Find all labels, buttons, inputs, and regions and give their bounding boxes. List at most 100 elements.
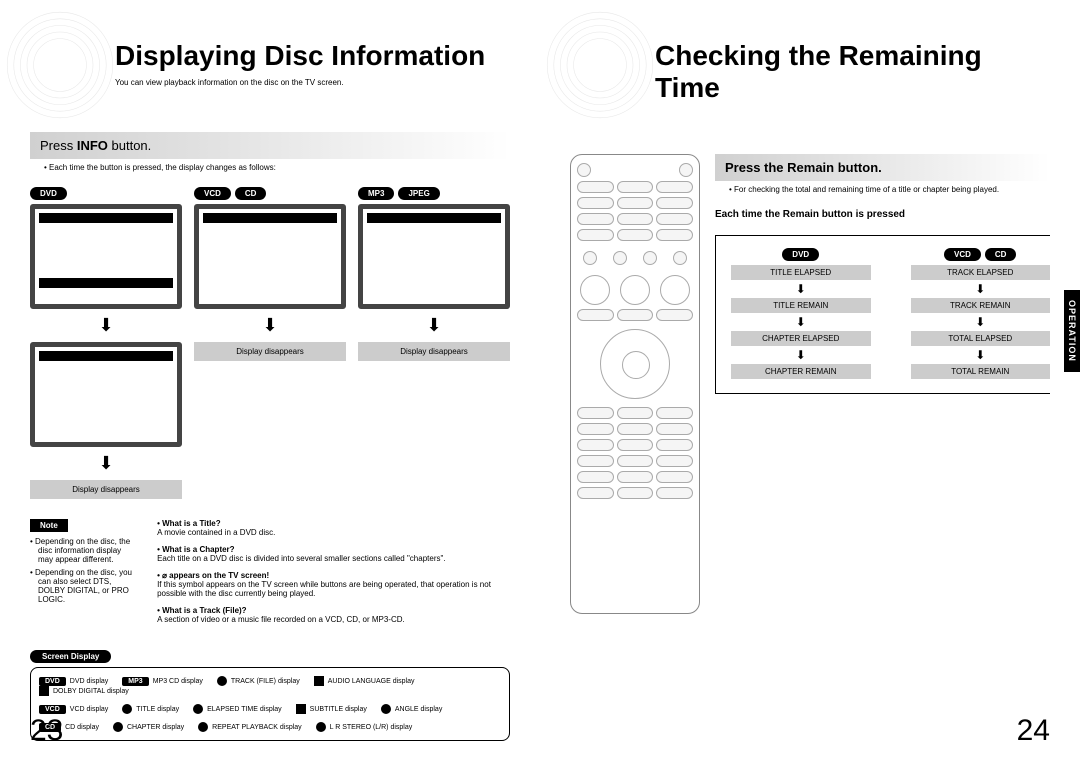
- tv-screen: [358, 204, 510, 309]
- display-disappears-label: Display disappears: [358, 342, 510, 361]
- legend-item: CHAPTER display: [113, 722, 184, 732]
- legend-label: DVD display: [70, 678, 109, 685]
- arrow-down-icon: ⬇: [731, 348, 871, 362]
- legend-icon: [316, 722, 326, 732]
- arrow-down-icon: ⬇: [194, 315, 346, 336]
- flow-step: TITLE ELAPSED: [731, 265, 871, 280]
- screen-columns: DVD ⬇ ⬇ Display disappears VCD CD ⬇ Display dis…: [30, 187, 510, 499]
- flow-step: TITLE REMAIN: [731, 298, 871, 313]
- faq-item: • ⌀ appears on the TV screen!If this sym…: [157, 571, 510, 598]
- screen-column: DVD ⬇ ⬇ Display disappears: [30, 187, 182, 499]
- page-subtitle: You can view playback information on the…: [115, 78, 510, 87]
- legend-icon: [198, 722, 208, 732]
- legend-badge: DVD: [39, 677, 66, 686]
- legend-badge: VCD: [39, 705, 66, 714]
- legend-row: VCD VCD display TITLE display ELAPSED TIME …: [39, 704, 501, 714]
- legend-icon: [381, 704, 391, 714]
- faq-answer: A section of video or a music file recor…: [157, 615, 510, 624]
- legend-icon: [314, 676, 324, 686]
- legend-label: ANGLE display: [395, 706, 442, 713]
- screen-column: VCD CD ⬇ Display disappears: [194, 187, 346, 499]
- screen-display-header: Screen Display: [30, 650, 111, 663]
- display-disappears-label: Display disappears: [30, 480, 182, 499]
- legend-item: ANGLE display: [381, 704, 442, 714]
- page-title: Checking the Remaining Time: [655, 40, 1050, 104]
- arrow-down-icon: ⬇: [731, 315, 871, 329]
- section-header: Press INFO button.: [30, 132, 510, 159]
- arrow-down-icon: ⬇: [731, 282, 871, 296]
- page-left: Displaying Disc Information You can view…: [0, 0, 540, 763]
- legend-row: CDCD displayCHAPTER displayREPEAT PLAYBA…: [39, 722, 501, 732]
- legend-icon: [122, 704, 132, 714]
- flow-step: CHAPTER ELAPSED: [731, 331, 871, 346]
- faq-item: • What is a Title?A movie contained in a…: [157, 519, 510, 537]
- note-item: • Depending on the disc, the disc inform…: [38, 537, 137, 564]
- arrow-down-icon: ⬇: [358, 315, 510, 336]
- page-right: Checking the Remaining Time: [540, 0, 1080, 763]
- legend-label: AUDIO LANGUAGE display: [328, 678, 415, 685]
- legend-item: SUBTITLE display: [296, 704, 367, 714]
- flow-column: VCD CD TRACK ELAPSED ⬇ TRACK REMAIN ⬇ TOTAL EL…: [911, 248, 1051, 381]
- legend-item: MP3 MP3 CD display: [122, 677, 203, 686]
- faq-answer: A movie contained in a DVD disc.: [157, 528, 510, 537]
- legend-label: VCD display: [70, 706, 109, 713]
- legend-label: ELAPSED TIME display: [207, 706, 282, 713]
- legend-badge: MP3: [122, 677, 148, 686]
- arrow-down-icon: ⬇: [911, 315, 1051, 329]
- arrow-down-icon: ⬇: [30, 315, 182, 336]
- legend-label: SUBTITLE display: [310, 706, 367, 713]
- legend-label: MP3 CD display: [153, 678, 203, 685]
- faq-question: • What is a Track (File)?: [157, 606, 510, 615]
- page-number: 23: [30, 714, 63, 748]
- flow-step: TOTAL REMAIN: [911, 364, 1051, 379]
- remain-heading: Each time the Remain button is pressed: [715, 209, 1050, 220]
- format-pill: MP3: [358, 187, 394, 200]
- legend-item: VCD VCD display: [39, 705, 108, 714]
- notes-list: • Depending on the disc, the disc inform…: [38, 537, 137, 604]
- faq-item: • What is a Track (File)?A section of vi…: [157, 606, 510, 624]
- format-pill: CD: [985, 248, 1017, 261]
- screen-column: MP3 JPEG ⬇ Display disappears: [358, 187, 510, 499]
- arrow-down-icon: ⬇: [911, 348, 1051, 362]
- screen-display-legend: DVD DVD display MP3 MP3 CD display TRACK (FI…: [30, 667, 510, 741]
- faq-answer: If this symbol appears on the TV screen …: [157, 580, 510, 598]
- legend-item: DOLBY DIGITAL display: [39, 686, 129, 696]
- legend-label: TITLE display: [136, 706, 179, 713]
- section-subtext: • For checking the total and remaining t…: [729, 185, 1050, 194]
- tv-screen: [30, 342, 182, 447]
- flow-step: TRACK ELAPSED: [911, 265, 1051, 280]
- legend-icon: [113, 722, 123, 732]
- legend-item: L R STEREO (L/R) display: [316, 722, 413, 732]
- faq-question: • ⌀ appears on the TV screen!: [157, 571, 510, 580]
- legend-item: REPEAT PLAYBACK display: [198, 722, 301, 732]
- format-pill: JPEG: [398, 187, 439, 200]
- legend-icon: [217, 676, 227, 686]
- page-number: 24: [1017, 714, 1050, 748]
- format-pill: VCD: [194, 187, 231, 200]
- flow-column: DVD TITLE ELAPSED ⬇ TITLE REMAIN ⬇ CHAPTER EL…: [731, 248, 871, 381]
- legend-label: TRACK (FILE) display: [231, 678, 300, 685]
- legend-label: L R STEREO (L/R) display: [330, 724, 413, 731]
- flow-step: TOTAL ELAPSED: [911, 331, 1051, 346]
- legend-label: CD display: [65, 724, 99, 731]
- remain-flow: DVD TITLE ELAPSED ⬇ TITLE REMAIN ⬇ CHAPTER EL…: [715, 235, 1050, 394]
- arrow-down-icon: ⬇: [911, 282, 1051, 296]
- format-pill: DVD: [782, 248, 819, 261]
- arrow-down-icon: ⬇: [30, 453, 182, 474]
- flow-step: TRACK REMAIN: [911, 298, 1051, 313]
- legend-item: AUDIO LANGUAGE display: [314, 676, 415, 686]
- flow-step: CHAPTER REMAIN: [731, 364, 871, 379]
- section-tab: OPERATION: [1064, 290, 1080, 372]
- section-subtext: • Each time the button is pressed, the d…: [44, 163, 510, 172]
- format-pill: CD: [235, 187, 267, 200]
- legend-icon: [39, 686, 49, 696]
- note-label: Note: [30, 519, 68, 532]
- format-pill: DVD: [30, 187, 67, 200]
- format-pill: VCD: [944, 248, 981, 261]
- legend-item: TITLE display: [122, 704, 179, 714]
- legend-item: DVD DVD display: [39, 677, 108, 686]
- display-disappears-label: Display disappears: [194, 342, 346, 361]
- section-header: Press the Remain button.: [715, 154, 1050, 181]
- faq-list: • What is a Title?A movie contained in a…: [157, 519, 510, 632]
- legend-label: CHAPTER display: [127, 724, 184, 731]
